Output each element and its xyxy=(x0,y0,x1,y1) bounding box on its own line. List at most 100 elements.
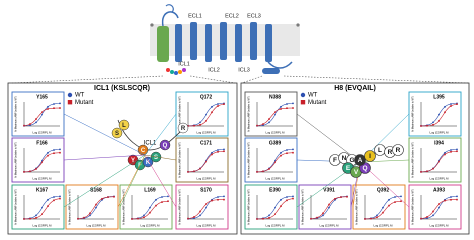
mutant-point xyxy=(53,152,55,155)
mutant-point xyxy=(262,217,264,220)
wt-point xyxy=(41,206,43,209)
wt-point xyxy=(205,113,207,116)
panel-frame xyxy=(408,137,462,183)
mutant-point xyxy=(149,211,151,214)
mutant-point xyxy=(256,171,258,173)
residue-letter: N xyxy=(342,155,347,162)
mutant-point xyxy=(394,201,396,203)
loop-label: ICL1 xyxy=(178,61,190,67)
mutant-point xyxy=(432,123,434,126)
mutant-point xyxy=(274,111,276,113)
panel-title: L395 xyxy=(433,94,445,100)
mini-plot: A393 Log [CGRP], M % Maximum cAMP (relativ… xyxy=(408,184,462,230)
panel-title: E390 xyxy=(269,187,281,193)
x-axis-label: Log [CGRP], M xyxy=(320,224,340,228)
residue xyxy=(364,150,376,162)
mutant-point xyxy=(456,103,458,105)
mutant-point xyxy=(340,196,342,198)
mutant-point xyxy=(217,105,219,107)
mutant-point xyxy=(334,197,336,200)
wt-point xyxy=(35,121,37,124)
residue-letter: V xyxy=(354,169,359,176)
mutant-point xyxy=(268,168,270,170)
wt-point xyxy=(432,214,434,217)
x-axis-label: Log [CGRP], M xyxy=(430,177,450,181)
mutant-point xyxy=(420,125,422,127)
mutant-point xyxy=(59,151,61,154)
residue-letter: R xyxy=(396,147,401,154)
mutant-point xyxy=(310,217,312,220)
mutant-point xyxy=(420,171,422,173)
wt-point xyxy=(274,113,276,116)
mutant-point xyxy=(223,103,225,105)
panel-frame xyxy=(408,91,462,137)
mutant-point xyxy=(199,167,201,170)
mutant-point xyxy=(47,205,49,207)
mutant-point xyxy=(438,203,440,205)
wt-point xyxy=(223,195,225,198)
wt-point xyxy=(59,195,61,198)
x-axis-label: Log [CGRP], M xyxy=(87,224,107,228)
mutant-point xyxy=(426,216,428,218)
wt-point xyxy=(143,214,145,217)
mini-plot: Q392 Log [CGRP], M % Maximum cAMP (relativ… xyxy=(352,184,406,230)
x-axis-label: Log [CGRP], M xyxy=(197,131,217,135)
x-axis-label: Log [CGRP], M xyxy=(374,224,394,228)
mutant-point xyxy=(316,216,318,219)
mutant-point xyxy=(382,211,384,214)
mutant-point xyxy=(432,210,434,213)
wt-point xyxy=(199,121,201,124)
mutant-point xyxy=(23,171,25,173)
wt-point xyxy=(47,151,49,154)
wt-point xyxy=(376,214,378,217)
mini-plot: E390 Log [CGRP], M % Maximum cAMP (relativ… xyxy=(244,184,298,230)
panel-frame xyxy=(298,184,352,230)
mutant-point xyxy=(205,203,207,205)
y-axis-label: % Maximum cAMP (relative to WT) xyxy=(302,189,305,225)
mutant-point xyxy=(292,151,294,154)
mini-plot: Y165 Log [CGRP], M % Maximum cAMP (relativ… xyxy=(11,91,65,137)
wt-point xyxy=(95,206,97,209)
callout: ICL1 xyxy=(144,141,157,147)
panel-title: S170 xyxy=(200,187,212,193)
mini-plot: I394 Log [CGRP], M % Maximum cAMP (relativ… xyxy=(408,137,462,183)
mutant-point xyxy=(193,170,195,173)
residue-letter: G xyxy=(349,157,354,164)
mutant-point xyxy=(426,170,428,173)
mutant-point xyxy=(223,198,225,201)
residue-letter: Y xyxy=(131,158,135,164)
y-axis-label: % Maximum cAMP (relative to WT) xyxy=(179,96,182,132)
y-axis-label: % Maximum cAMP (relative to WT) xyxy=(15,142,18,178)
loop-label: ICL2 xyxy=(208,67,220,73)
mutant-point xyxy=(211,111,213,114)
residue xyxy=(354,154,366,166)
mutant-point xyxy=(41,161,43,164)
mutant-point xyxy=(456,198,458,201)
mutant-point xyxy=(450,198,452,201)
mutant-point xyxy=(432,167,434,170)
mini-plot: N388 Log [CGRP], M % Maximum cAMP (relativ… xyxy=(244,91,298,137)
mutant-point xyxy=(187,125,189,127)
mutant-point xyxy=(187,217,189,220)
y-axis-label: % Maximum cAMP (relative to WT) xyxy=(15,96,18,132)
mutant-point xyxy=(292,107,294,109)
connector xyxy=(144,113,177,156)
mutant-point xyxy=(364,218,366,220)
wt-point xyxy=(41,113,43,116)
wt-point xyxy=(394,196,396,198)
wt-point xyxy=(280,151,282,154)
mutant-point xyxy=(217,198,219,201)
legend-label: Mutant xyxy=(75,100,94,106)
mutant-point xyxy=(426,124,428,127)
wt-point xyxy=(211,151,213,154)
loop-label: ECL3 xyxy=(247,13,261,19)
mutant-point xyxy=(107,196,109,198)
wt-point xyxy=(223,148,225,151)
y-axis-label: % Maximum cAMP (relative to WT) xyxy=(412,96,415,132)
mutant-point xyxy=(438,160,440,163)
backbone xyxy=(117,119,186,151)
wt-point xyxy=(438,206,440,209)
mini-plot: C171 Log [CGRP], M % Maximum cAMP (relativ… xyxy=(175,137,229,183)
mutant-point xyxy=(274,161,276,164)
y-axis-label: % Maximum cAMP (relative to WT) xyxy=(248,189,251,225)
